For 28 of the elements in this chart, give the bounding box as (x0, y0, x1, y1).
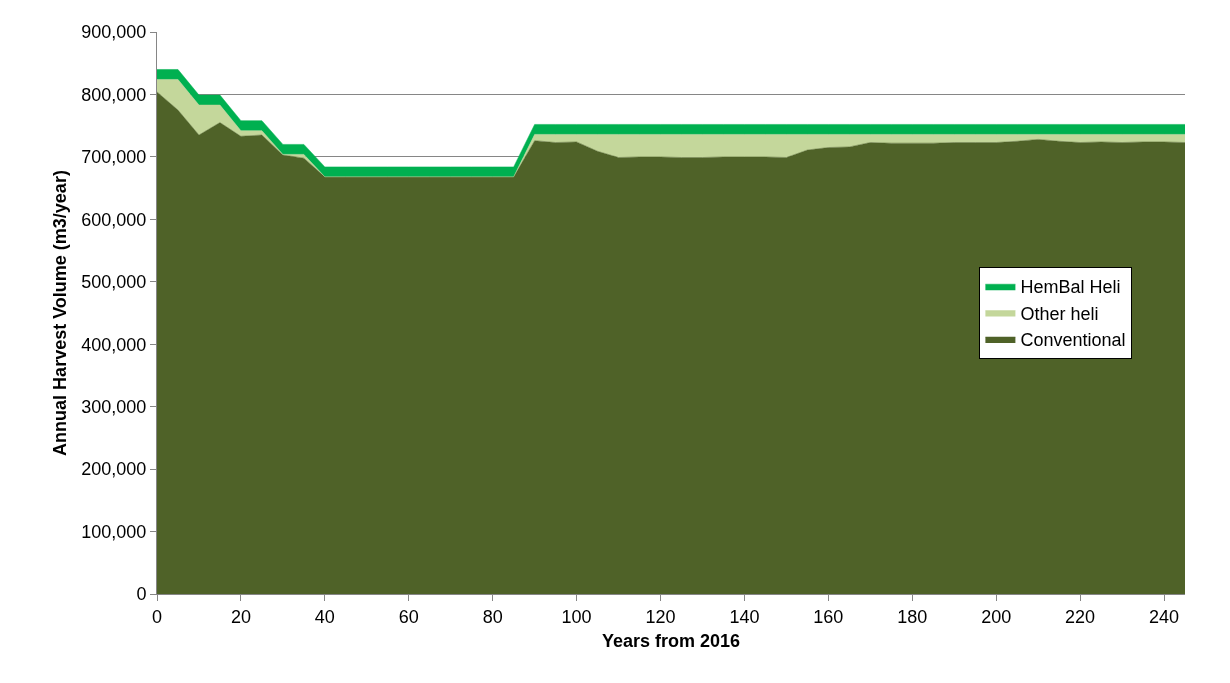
y-tick-label: 600,000 (81, 209, 147, 230)
y-tick-label: 700,000 (81, 147, 147, 168)
x-tick-label: 0 (151, 606, 163, 627)
y-tick-label: 400,000 (81, 334, 147, 355)
y-tick-label: 300,000 (81, 396, 147, 417)
y-tick-label: 200,000 (81, 459, 147, 480)
x-tick-label: 180 (897, 606, 928, 627)
y-axis-title: Annual Harvest Volume (m3/year) (49, 170, 70, 456)
x-tick-label: 200 (981, 606, 1012, 627)
legend-label: Other heli (1020, 303, 1099, 324)
y-tick-label: 800,000 (81, 84, 147, 105)
legend-label: Conventional (1020, 330, 1126, 351)
y-tick-label: 100,000 (81, 521, 147, 542)
x-tick-label: 20 (230, 606, 251, 627)
x-tick-label: 160 (813, 606, 844, 627)
x-tick-label: 100 (561, 606, 592, 627)
x-axis-title: Years from 2016 (601, 630, 741, 651)
x-tick-label: 40 (314, 606, 335, 627)
x-tick-label: 140 (729, 606, 760, 627)
y-tick-label: 900,000 (81, 22, 147, 43)
x-tick-label: 120 (645, 606, 676, 627)
y-tick-label: 0 (136, 584, 147, 605)
y-tick-label: 500,000 (81, 272, 147, 293)
x-tick-label: 80 (482, 606, 503, 627)
x-tick-label: 220 (1065, 606, 1096, 627)
legend-label: HemBal Heli (1020, 277, 1121, 298)
x-tick-label: 60 (398, 606, 419, 627)
x-tick-label: 240 (1149, 606, 1180, 627)
